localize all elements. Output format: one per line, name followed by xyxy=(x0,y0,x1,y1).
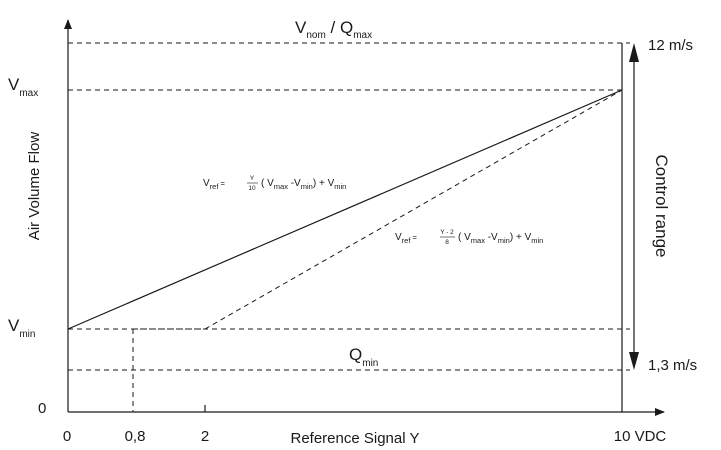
formula-2-numerator: Y - 2 xyxy=(440,229,454,236)
control-range-arrowhead-top xyxy=(629,43,639,62)
characteristic-dashed xyxy=(133,89,623,330)
y-axis-label: Air Volume Flow xyxy=(26,132,43,241)
qmin-label: Qmin xyxy=(349,345,378,369)
formula-1: Vref = Y 10 ( Vmax -Vmin) + Vmin xyxy=(203,175,346,192)
vmin-label: Vmin xyxy=(8,316,35,340)
x-tick-10vdc: 10 VDC xyxy=(614,428,667,445)
svg-text:( Vmax -Vmin) + Vmin: ( Vmax -Vmin) + Vmin xyxy=(458,232,543,245)
vmax-label: Vmax xyxy=(8,75,38,99)
x-axis-label: Reference Signal Y xyxy=(291,430,420,447)
x-tick-0: 0 xyxy=(63,428,71,445)
x-tick-2: 2 xyxy=(201,428,209,445)
formula-2-denominator: 8 xyxy=(445,239,449,246)
formula-1-denominator: 10 xyxy=(248,185,256,192)
control-range-label: Control range xyxy=(652,154,671,257)
speed-min-label: 1,3 m/s xyxy=(648,357,697,374)
characteristic-solid xyxy=(67,89,623,330)
svg-text:( Vmax -Vmin) + Vmin: ( Vmax -Vmin) + Vmin xyxy=(261,178,346,191)
origin-y-label: 0 xyxy=(38,400,46,417)
formula-2: Vref = Y - 2 8 ( Vmax -Vmin) + Vmin xyxy=(395,229,543,246)
x-tick-0-8: 0,8 xyxy=(125,428,146,445)
speed-max-label: 12 m/s xyxy=(648,37,693,54)
svg-text:Vref =: Vref = xyxy=(203,178,226,191)
formula-1-numerator: Y xyxy=(250,175,255,182)
vnom-qmax-label: Vnom / Qmax xyxy=(295,18,372,41)
svg-text:Vref =: Vref = xyxy=(395,232,418,245)
control-range-arrowhead-bottom xyxy=(629,352,639,370)
